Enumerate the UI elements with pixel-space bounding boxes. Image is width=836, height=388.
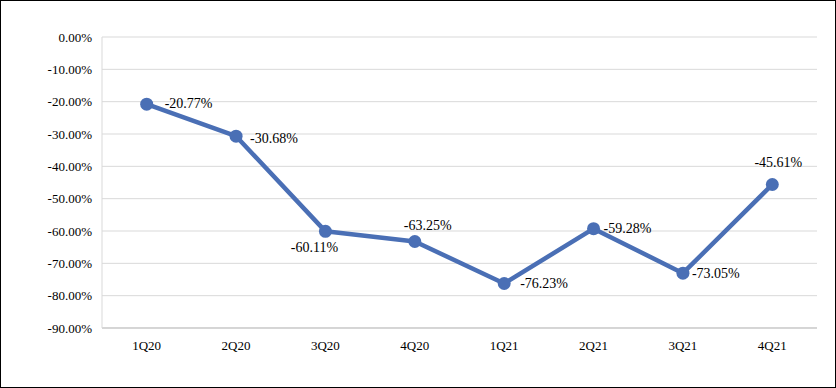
y-tick-label: 0.00%	[58, 30, 92, 45]
x-tick-label: 1Q21	[490, 338, 519, 353]
y-tick-label: -60.00%	[48, 224, 93, 239]
y-axis-line	[102, 37, 103, 328]
data-label: -63.25%	[404, 218, 452, 233]
marker	[676, 267, 689, 280]
frame	[1, 1, 836, 388]
y-tick-label: -90.00%	[48, 321, 93, 336]
data-label: -76.23%	[520, 276, 568, 291]
grid-line	[102, 166, 817, 167]
x-tick-label: 4Q20	[400, 338, 429, 353]
grid-line	[102, 295, 817, 296]
grid-line	[102, 231, 817, 232]
marker	[766, 178, 779, 191]
data-label: -45.61%	[754, 155, 802, 170]
data-label: -59.28%	[604, 221, 652, 236]
data-label: -60.11%	[291, 240, 339, 255]
data-label: -30.68%	[250, 131, 298, 146]
marker	[230, 130, 243, 143]
y-tick-label: -10.00%	[48, 62, 93, 77]
y-tick-label: -50.00%	[48, 191, 93, 206]
x-axis-line	[102, 328, 817, 329]
x-tick-label: 3Q21	[668, 338, 697, 353]
marker	[498, 277, 511, 290]
x-tick-label: 1Q20	[132, 338, 161, 353]
marker	[587, 222, 600, 235]
x-tick-label: 2Q21	[579, 338, 608, 353]
y-tick-label: -80.00%	[48, 288, 93, 303]
y-tick-label: -20.00%	[48, 94, 93, 109]
data-label: -73.05%	[692, 266, 740, 281]
grid-line	[102, 69, 817, 70]
grid-line	[102, 328, 817, 329]
x-tick-label: 2Q20	[222, 338, 251, 353]
y-tick-label: -30.00%	[48, 127, 93, 142]
grid-line	[102, 134, 817, 135]
series	[140, 98, 779, 290]
x-tick-label: 3Q20	[311, 338, 340, 353]
x-tick-label: 4Q21	[758, 338, 787, 353]
y-tick-label: -70.00%	[48, 256, 93, 271]
marker	[319, 225, 332, 238]
grid-line	[102, 198, 817, 199]
chart: 0.00% -10.00% -20.00% -30.00% -40.00% -50.00%…	[0, 0, 836, 388]
marker	[140, 98, 153, 111]
y-tick-label: -40.00%	[48, 159, 93, 174]
line	[147, 104, 773, 283]
marker	[408, 235, 421, 248]
grid-line	[102, 37, 817, 38]
data-label: -20.77%	[165, 96, 213, 111]
